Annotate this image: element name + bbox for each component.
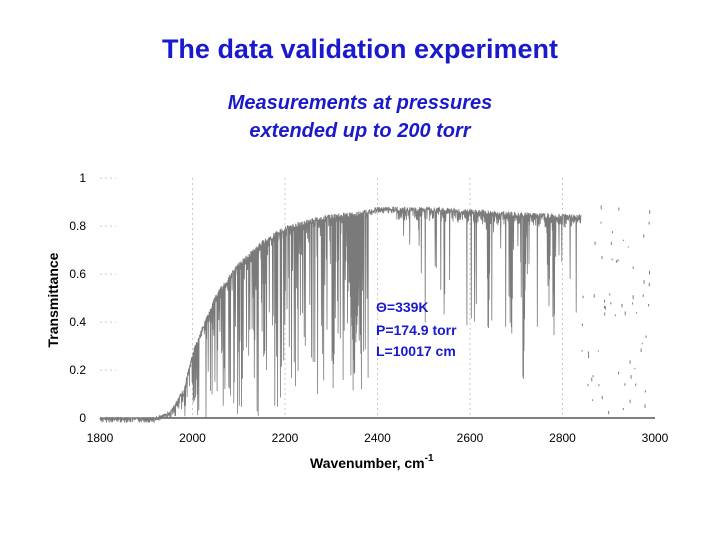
sparse-data-point — [600, 205, 602, 210]
x-tick-label: 2600 — [457, 431, 484, 445]
annotation-path-length: L=10017 cm — [376, 343, 456, 359]
sparse-data-point — [610, 241, 612, 245]
sparse-data-point — [649, 270, 651, 275]
sparse-data-point — [622, 239, 624, 241]
page-title: The data validation experiment — [161, 34, 559, 64]
sparse-data-point — [594, 241, 596, 245]
sparse-data-point — [592, 399, 594, 401]
y-tick-label: 0.8 — [69, 219, 86, 233]
subtitle-line-1: Measurements at pressures — [227, 92, 493, 114]
sparse-data-point — [632, 295, 634, 300]
sparse-data-point — [643, 280, 645, 284]
sparse-data-point — [617, 259, 619, 262]
sparse-data-point — [598, 384, 600, 387]
sparse-data-point — [624, 383, 626, 386]
sparse-data-point — [629, 399, 631, 403]
sparse-data-point — [640, 348, 642, 353]
y-tick-label: 0.6 — [69, 267, 86, 281]
sparse-data-point — [643, 234, 645, 238]
sparse-data-point — [631, 302, 633, 305]
y-tick-label: 0.4 — [69, 315, 86, 329]
sparse-data-point — [635, 312, 637, 314]
sparse-data-point — [612, 231, 614, 234]
sparse-data-point — [627, 246, 629, 248]
sparse-data-point — [601, 395, 603, 400]
sparse-data-point — [622, 408, 624, 411]
sparse-data-point — [582, 295, 584, 299]
sparse-data-point — [610, 302, 612, 305]
sparse-data-point — [604, 312, 606, 316]
transmittance-trace — [99, 205, 582, 423]
sparse-data-point — [649, 210, 651, 214]
sparse-data-point — [634, 367, 636, 370]
sparse-data-point — [615, 260, 617, 263]
x-tick-label: 3000 — [642, 431, 669, 445]
sparse-data-point — [624, 311, 626, 316]
sparse-data-point — [644, 404, 646, 408]
ticks-layer: 1800 2000 2200 2400 2600 2800 3000 0 0.2 0.4 0.6 0.… — [69, 171, 668, 445]
sparse-data-point — [592, 375, 594, 378]
annotation-box: Θ=339K P=174.9 torr L=10017 cm — [376, 299, 457, 359]
annotation-pressure: P=174.9 torr — [376, 322, 457, 338]
sparse-data-point — [635, 383, 637, 386]
sparse-data-point — [645, 335, 647, 338]
sparse-data-point — [587, 383, 589, 387]
sparse-data-point — [597, 350, 599, 352]
x-tick-label: 2000 — [179, 431, 206, 445]
sparse-data-point — [587, 351, 589, 355]
sparse-data-point — [632, 266, 634, 269]
sparse-data-point — [591, 377, 593, 382]
sparse-data-point — [600, 221, 602, 224]
sparse-data-point — [621, 303, 623, 308]
sparse-data-point — [648, 221, 650, 225]
sparse-data-point — [629, 360, 631, 364]
sparse-data-point — [618, 207, 620, 211]
sparse-data-point — [604, 306, 606, 310]
sparse-data-point — [630, 375, 632, 379]
x-tick-label: 2400 — [364, 431, 391, 445]
sparse-data-point — [588, 354, 590, 359]
sparse-data-point — [603, 305, 605, 309]
sparse-data-point — [644, 390, 646, 393]
sparse-data-point — [581, 350, 583, 352]
x-tick-label: 2800 — [549, 431, 576, 445]
y-tick-label: 0.2 — [69, 363, 86, 377]
annotation-temperature: Θ=339K — [376, 299, 429, 315]
x-axis-title: Wavenumber, cm-1 — [310, 453, 434, 471]
y-axis-title: Transmittance — [45, 252, 61, 347]
sparse-data-point — [601, 256, 603, 260]
sparse-data-point — [642, 294, 644, 297]
y-tick-label: 0 — [79, 411, 86, 425]
subtitle-line-2: extended up to 200 torr — [249, 120, 471, 142]
sparse-data-point — [608, 410, 610, 415]
sparse-data-point — [614, 314, 616, 317]
sparse-data-point — [604, 299, 606, 303]
trace-layer — [99, 205, 651, 423]
sparse-data-point — [609, 293, 611, 296]
sparse-data-point — [581, 323, 583, 327]
sparse-data-point — [648, 303, 650, 307]
x-tick-label: 2200 — [272, 431, 299, 445]
sparse-data-point — [618, 371, 620, 375]
sparse-data-point — [648, 283, 650, 287]
sparse-data-point — [611, 258, 613, 261]
sparse-data-point — [641, 342, 643, 345]
y-tick-label: 1 — [79, 171, 86, 185]
sparse-data-point — [593, 294, 595, 298]
x-tick-label: 1800 — [87, 431, 114, 445]
